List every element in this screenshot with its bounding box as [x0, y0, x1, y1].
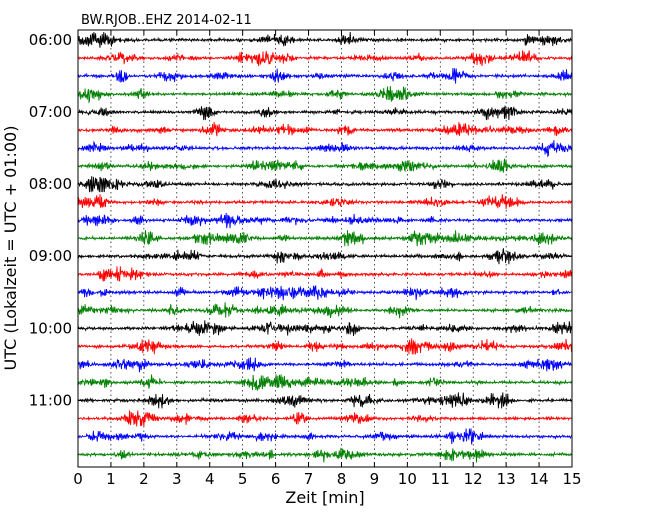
- y-tick-label: 06:00: [29, 31, 72, 49]
- trace-line: [77, 212, 573, 229]
- trace-line: [77, 140, 573, 158]
- x-tick-label: 0: [73, 470, 83, 488]
- y-tick-label: 11:00: [29, 391, 72, 409]
- trace-line: [77, 230, 573, 247]
- trace-line: [77, 338, 573, 355]
- x-tick-label: 10: [398, 470, 417, 488]
- trace-line: [77, 86, 573, 104]
- x-tick-label: 2: [139, 470, 149, 488]
- y-tick-label: 08:00: [29, 175, 72, 193]
- chart-title: BW.RJOB..EHZ 2014-02-11: [81, 13, 252, 28]
- x-tick-label: 3: [172, 470, 182, 488]
- y-tick-label: 09:00: [29, 247, 72, 265]
- x-tick-label: 13: [497, 470, 516, 488]
- x-tick-label: 11: [431, 470, 450, 488]
- trace-line: [77, 285, 573, 301]
- trace-line: [77, 248, 573, 265]
- x-tick-label: 5: [238, 470, 248, 488]
- x-tick-label: 9: [370, 470, 380, 488]
- trace-line: [77, 31, 573, 48]
- axes-frame: [77, 29, 573, 468]
- trace-line: [77, 447, 573, 463]
- x-tick-label: 6: [271, 470, 281, 488]
- trace-line: [77, 122, 573, 137]
- trace-line: [77, 410, 573, 427]
- trace-layer: [77, 31, 573, 463]
- y-tick-label: 07:00: [29, 103, 72, 121]
- y-tick-label: 10:00: [29, 319, 72, 337]
- trace-line: [77, 357, 573, 373]
- trace-line: [77, 392, 573, 409]
- tick-layer: 0 1 2 3 4 5 6 7 8 9 10 11 12 13 14 1506:0007:0008:0009:…: [29, 30, 582, 488]
- trace-line: [77, 374, 573, 391]
- x-tick-label: 15: [562, 470, 581, 488]
- y-axis-label: UTC (Lokalzeit = UTC + 01:00): [1, 126, 20, 371]
- trace-line: [77, 68, 573, 84]
- x-tick-label: 8: [337, 470, 347, 488]
- trace-line: [77, 428, 573, 445]
- trace-line: [77, 194, 573, 210]
- x-tick-label: 7: [304, 470, 314, 488]
- x-tick-label: 12: [464, 470, 483, 488]
- x-tick-label: 1: [106, 470, 116, 488]
- x-tick-label: 4: [205, 470, 215, 488]
- x-axis-label: Zeit [min]: [285, 488, 364, 507]
- grid-layer: [110, 30, 540, 467]
- trace-line: [77, 176, 573, 193]
- trace-line: [77, 266, 573, 282]
- trace-line: [77, 158, 573, 173]
- trace-line: [77, 302, 573, 319]
- trace-line: [77, 105, 573, 121]
- trace-line: [77, 320, 573, 336]
- trace-line: [77, 50, 573, 67]
- x-tick-label: 14: [530, 470, 549, 488]
